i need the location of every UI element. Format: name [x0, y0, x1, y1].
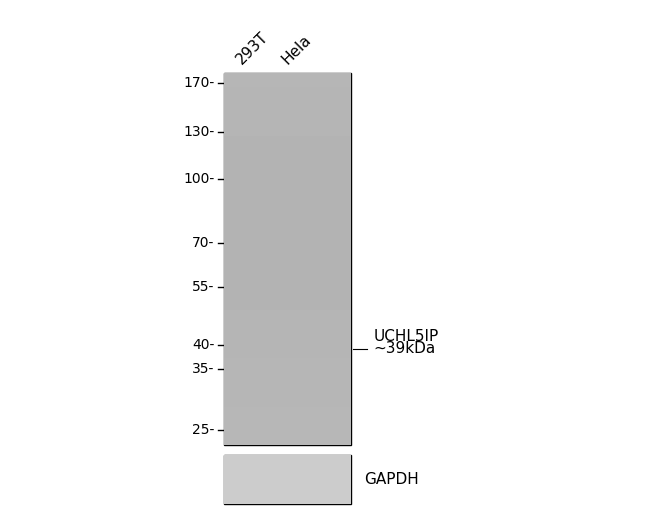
Text: 170-: 170- — [183, 76, 214, 90]
Text: 35-: 35- — [192, 362, 214, 376]
Ellipse shape — [291, 472, 327, 488]
Ellipse shape — [290, 345, 329, 354]
Text: 40-: 40- — [192, 337, 214, 352]
Text: 70-: 70- — [192, 237, 214, 251]
Text: 293T: 293T — [233, 30, 271, 68]
Text: UCHL5IP: UCHL5IP — [374, 329, 439, 344]
Text: 100-: 100- — [183, 172, 214, 186]
Ellipse shape — [244, 345, 276, 354]
Bar — [224, 73, 351, 445]
Text: 130-: 130- — [183, 124, 214, 138]
Text: Hela: Hela — [279, 33, 314, 68]
Bar — [224, 455, 351, 504]
Text: GAPDH: GAPDH — [364, 472, 419, 487]
Text: ~39kDa: ~39kDa — [374, 341, 436, 356]
Text: 25-: 25- — [192, 423, 214, 437]
Ellipse shape — [244, 472, 276, 488]
Text: 55-: 55- — [192, 280, 214, 294]
